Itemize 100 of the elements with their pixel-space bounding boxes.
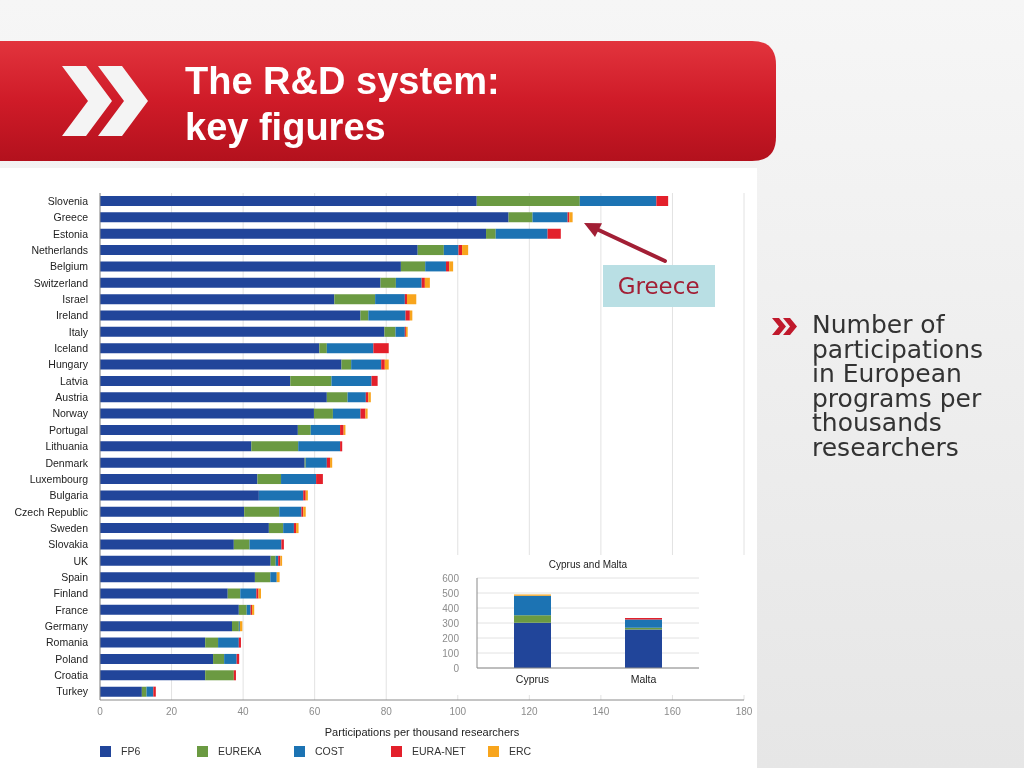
- bar: [100, 277, 381, 288]
- x-tick-label: Cyprus: [515, 673, 550, 686]
- bar: [381, 359, 385, 370]
- x-tick-label: 140: [592, 706, 610, 718]
- bar: [205, 637, 219, 648]
- bar: [310, 424, 341, 435]
- bar: [424, 277, 430, 288]
- bar: [326, 343, 374, 354]
- y-tick-label: 400: [442, 602, 460, 614]
- legend-label: EUREKA: [218, 745, 262, 757]
- y-tick-label: Bulgaria: [49, 489, 89, 502]
- bar: [514, 615, 551, 623]
- bar: [445, 261, 450, 272]
- bar: [100, 228, 487, 239]
- y-tick-label: Sweden: [50, 521, 89, 534]
- y-tick-label: Finland: [53, 587, 89, 600]
- bar: [100, 555, 271, 566]
- bar: [341, 359, 352, 370]
- x-tick-label: 20: [165, 706, 178, 718]
- bar: [281, 474, 317, 485]
- y-tick-label: Germany: [44, 620, 89, 633]
- y-tick-label: Ireland: [55, 309, 89, 322]
- bar: [100, 506, 245, 517]
- y-tick-label: Israel: [62, 292, 88, 305]
- bar: [305, 457, 327, 468]
- bar: [100, 637, 206, 648]
- bar: [514, 622, 551, 668]
- y-tick-label: Greece: [53, 211, 89, 224]
- bar: [514, 595, 551, 616]
- bar: [251, 441, 299, 452]
- bar: [373, 343, 389, 354]
- bar: [100, 686, 142, 697]
- bar: [213, 653, 225, 664]
- x-tick-label: 160: [664, 706, 682, 718]
- bar: [100, 196, 477, 206]
- y-tick-label: Slovakia: [48, 538, 89, 551]
- y-tick-label: 0: [453, 662, 460, 674]
- bar: [258, 490, 304, 501]
- bar: [100, 326, 385, 337]
- y-tick-label: UK: [73, 554, 88, 567]
- bar: [334, 294, 376, 305]
- y-tick-label: Latvia: [59, 374, 89, 387]
- bar: [495, 228, 548, 239]
- bar: [218, 637, 239, 648]
- bar: [404, 294, 407, 305]
- bar: [100, 424, 298, 435]
- x-tick-label: Malta: [630, 673, 657, 686]
- x-tick-label: 120: [520, 706, 539, 718]
- bar: [656, 196, 669, 206]
- bar: [100, 670, 206, 681]
- bar: [395, 326, 405, 337]
- bar: [257, 474, 282, 485]
- bar: [249, 539, 282, 550]
- bar: [100, 457, 305, 468]
- x-tick-label: 180: [735, 706, 753, 718]
- y-tick-label: 300: [442, 617, 460, 629]
- bar: [400, 261, 426, 272]
- bar: [384, 326, 396, 337]
- bar: [100, 261, 401, 272]
- bar: [100, 653, 214, 664]
- text: Number of participations in European programs per thousands researchers: [812, 310, 984, 462]
- bar: [100, 294, 335, 305]
- bar: [462, 245, 469, 256]
- bar: [331, 375, 372, 386]
- bar: [625, 619, 662, 628]
- bar: [298, 441, 341, 452]
- y-tick-label: 200: [442, 632, 460, 644]
- bar: [100, 343, 320, 354]
- bar: [406, 294, 417, 305]
- bar: [351, 359, 382, 370]
- bar: [270, 572, 277, 583]
- bar: [532, 212, 568, 223]
- bar: [281, 539, 284, 550]
- y-tick-label: Hungary: [48, 358, 89, 371]
- x-tick-label: 40: [237, 706, 250, 718]
- bar: [371, 375, 378, 386]
- bar: [365, 408, 368, 419]
- bar: [347, 392, 366, 403]
- bar: [449, 261, 454, 272]
- bar: [360, 408, 366, 419]
- y-tick-label: Italy: [68, 325, 89, 338]
- x-tick-label: 0: [97, 706, 104, 718]
- y-tick-label: Spain: [61, 571, 89, 584]
- annotation: Greece: [602, 264, 715, 307]
- y-tick-label: Lithuania: [45, 440, 89, 453]
- y-tick-label: 500: [442, 587, 460, 599]
- bar: [100, 572, 255, 583]
- bar: [326, 457, 331, 468]
- bar: [100, 212, 509, 223]
- bar: [205, 670, 234, 681]
- bar: [100, 408, 314, 419]
- y-tick-label: Norway: [52, 407, 89, 420]
- bar: [153, 686, 156, 697]
- bar: [100, 490, 259, 501]
- y-tick-label: Austria: [55, 391, 89, 404]
- bar: [233, 539, 250, 550]
- bar: [380, 277, 396, 288]
- bar: [360, 310, 369, 321]
- bar: [297, 424, 311, 435]
- y-tick-label: Romania: [45, 636, 89, 649]
